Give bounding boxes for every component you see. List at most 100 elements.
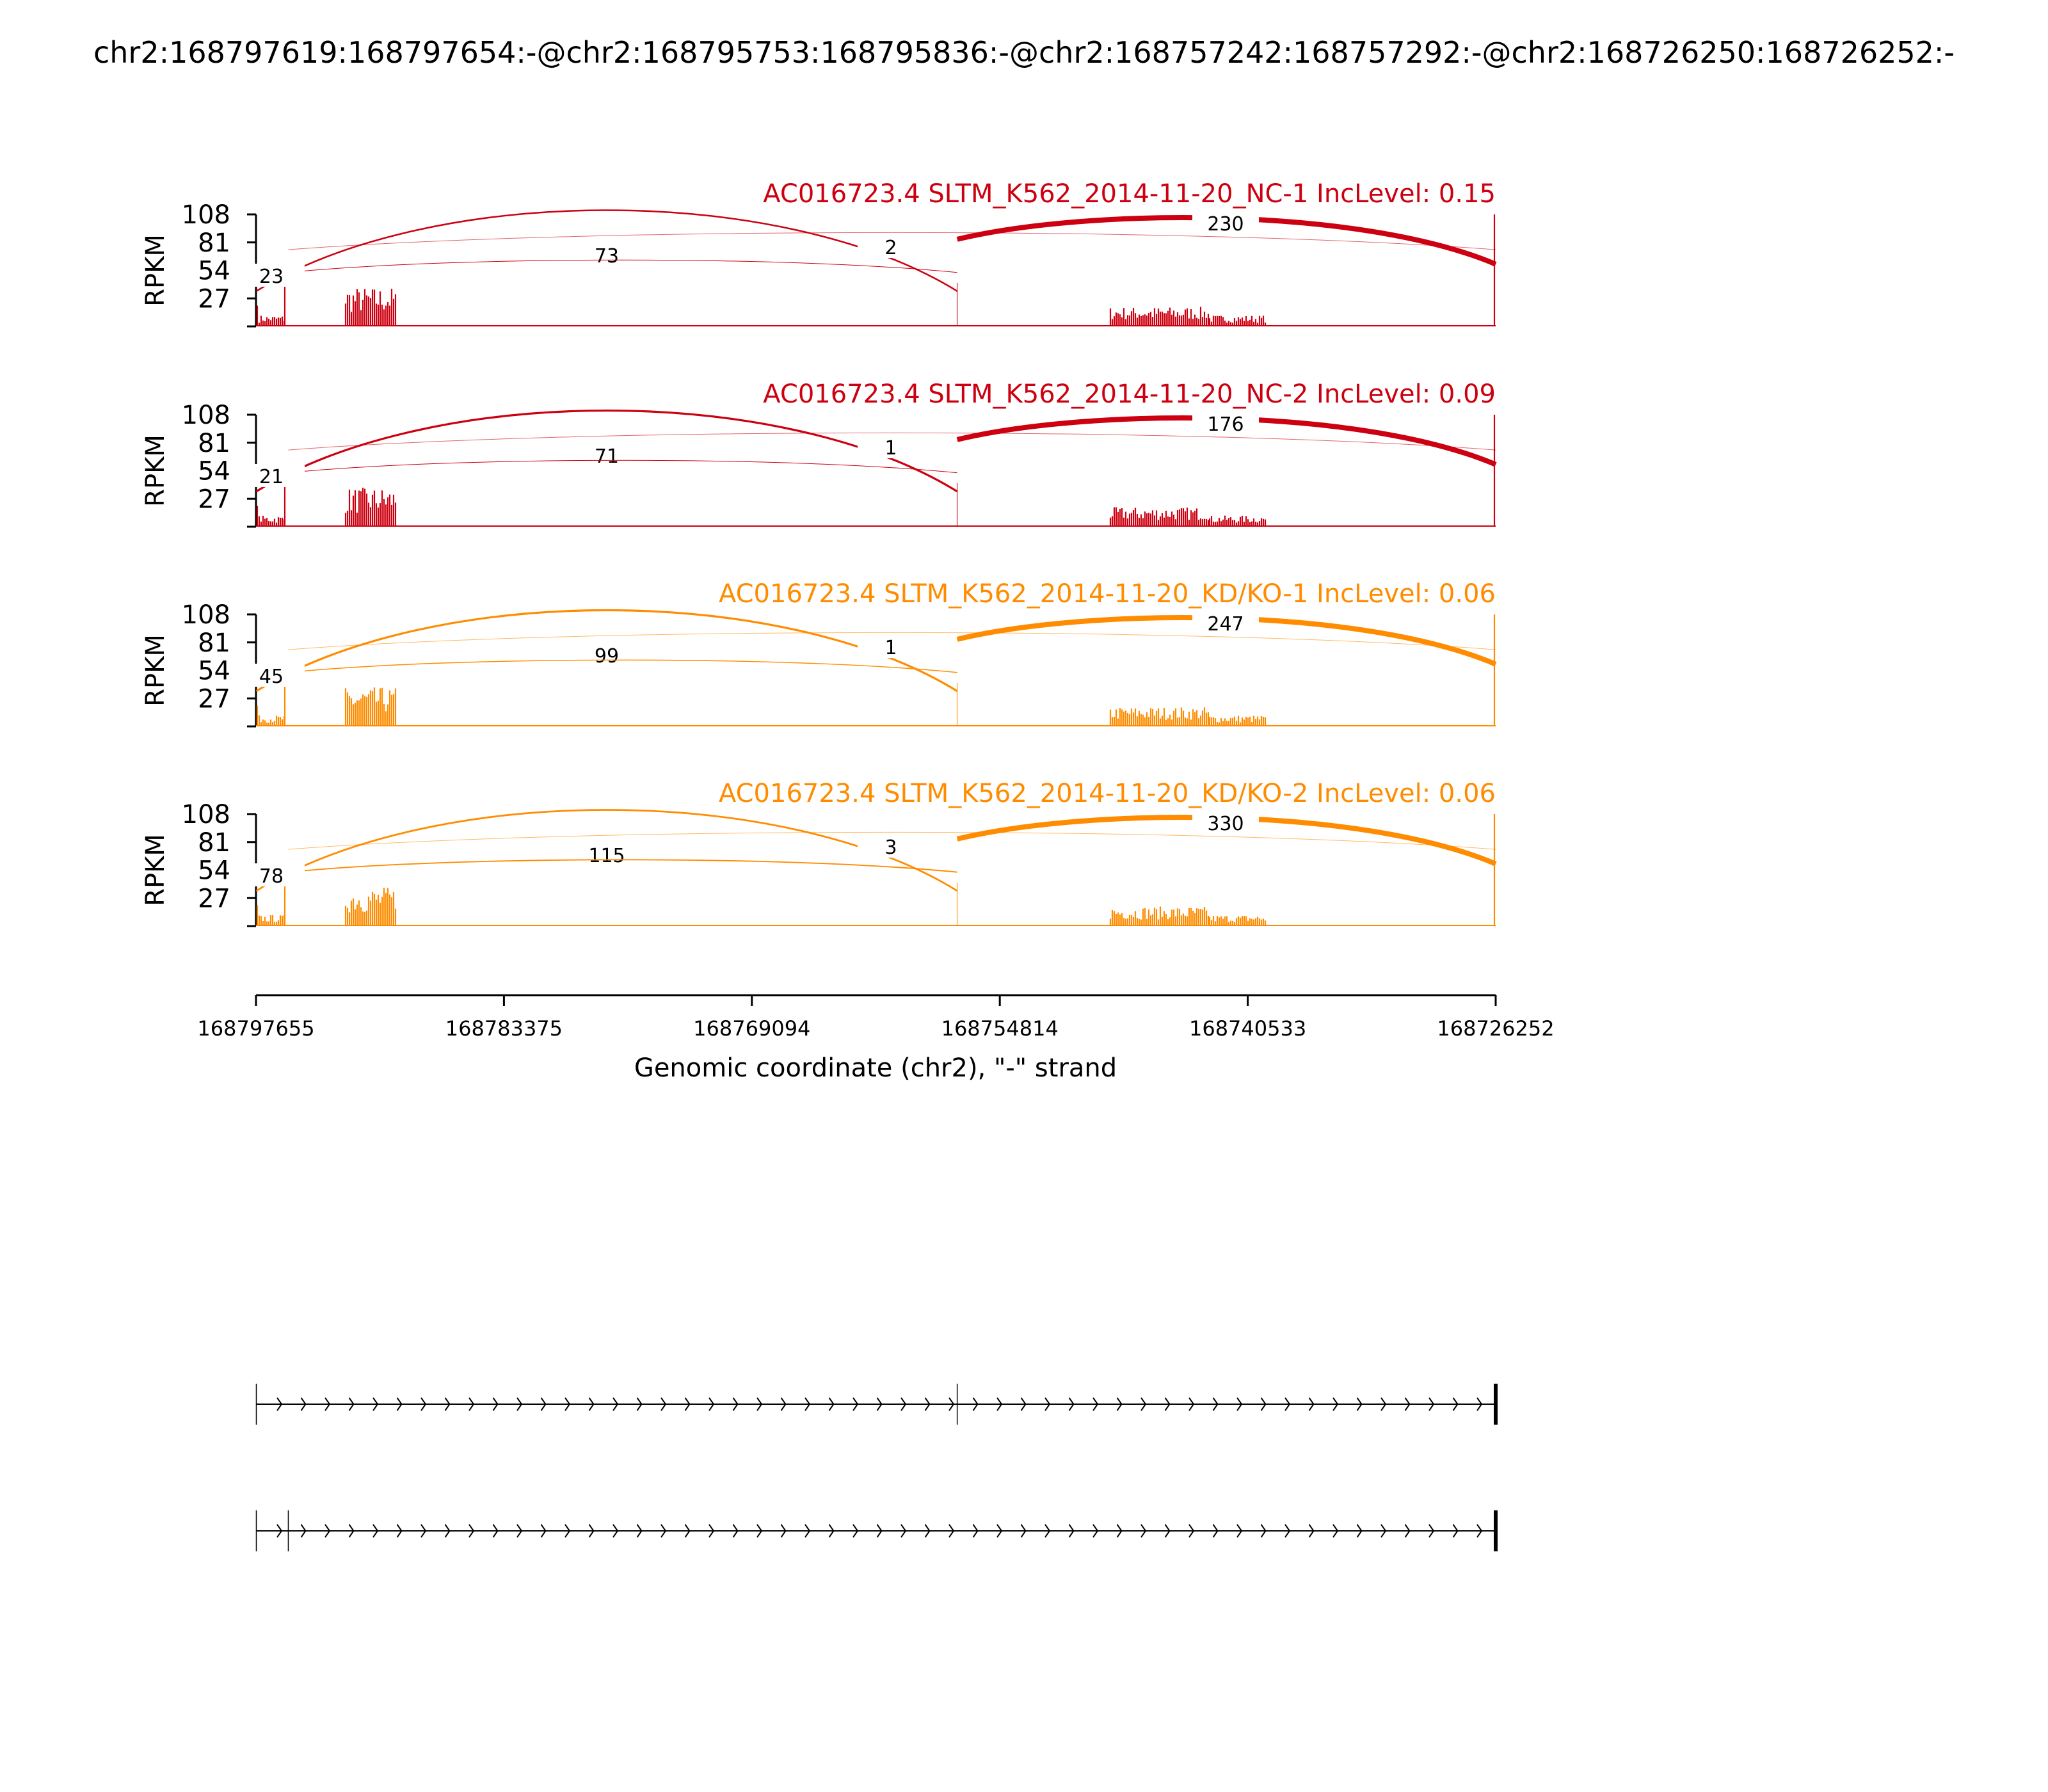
junction-label-bg — [858, 435, 924, 458]
strand-arrow — [468, 1524, 475, 1538]
strand-arrow — [588, 1397, 595, 1411]
strand-arrow — [1116, 1397, 1123, 1411]
strand-arrow — [660, 1397, 667, 1411]
strand-arrow — [588, 1524, 595, 1538]
strand-arrow — [396, 1397, 403, 1411]
strand-arrow — [300, 1397, 307, 1411]
junction-label-bg — [1192, 211, 1259, 234]
strand-arrow — [708, 1524, 715, 1538]
strand-arrow — [516, 1524, 523, 1538]
x-tick-label: 168797655 — [197, 1016, 314, 1041]
x-axis: 168797655 168783375 168769094 168754814 1687… — [197, 994, 1555, 1083]
strand-arrow — [1404, 1397, 1411, 1411]
strand-arrow — [1476, 1524, 1483, 1538]
junction-label: 176 — [1207, 413, 1244, 436]
junction-arc — [288, 659, 957, 673]
junction-arc — [288, 632, 1496, 650]
junction-label: 45 — [259, 666, 284, 688]
strand-arrow — [1284, 1524, 1291, 1538]
strand-arrow — [1212, 1397, 1219, 1411]
strand-arrow — [636, 1397, 643, 1411]
junction-label: 99 — [595, 645, 619, 668]
strand-arrow — [516, 1397, 523, 1411]
junction-label: 23 — [259, 266, 284, 288]
strand-arrow — [1356, 1397, 1363, 1411]
strand-arrow — [1428, 1397, 1435, 1411]
y-axis-label: RPKM — [141, 435, 170, 507]
strand-arrow — [756, 1397, 763, 1411]
strand-arrow — [948, 1397, 955, 1411]
junction-label: 1 — [884, 437, 897, 460]
strand-arrow — [900, 1397, 907, 1411]
strand-arrow — [420, 1524, 427, 1538]
strand-arrow — [276, 1524, 283, 1538]
strand-arrow — [1092, 1524, 1099, 1538]
y-axis-label: RPKM — [141, 634, 170, 707]
junction-label-bg — [573, 843, 640, 866]
strand-arrow — [492, 1524, 499, 1538]
junction-label: 21 — [259, 466, 284, 488]
track-title: AC016723.4 SLTM_K562_2014-11-20_KD/KO-2 … — [719, 779, 1496, 808]
strand-arrow — [924, 1397, 931, 1411]
junction-label: 247 — [1207, 613, 1244, 636]
strand-arrow — [780, 1524, 787, 1538]
strand-arrow — [1188, 1524, 1195, 1538]
strand-arrow — [1428, 1524, 1435, 1538]
strand-arrow — [948, 1524, 955, 1538]
strand-arrow — [1260, 1524, 1267, 1538]
strand-arrow — [1164, 1524, 1171, 1538]
y-tick-label: 108 — [182, 200, 230, 230]
strand-arrow — [828, 1524, 835, 1538]
strand-arrow — [996, 1524, 1003, 1538]
strand-arrow — [1140, 1524, 1147, 1538]
strand-arrow — [1236, 1524, 1243, 1538]
junction-label-bg — [573, 243, 640, 266]
strand-arrow — [1284, 1397, 1291, 1411]
junction-label-bg — [573, 444, 640, 467]
y-tick-label: 108 — [182, 800, 230, 829]
strand-arrow — [564, 1397, 571, 1411]
strand-arrow — [1380, 1397, 1387, 1411]
junction-label: 3 — [884, 836, 897, 859]
junction-label-bg — [238, 664, 305, 687]
junction-label-bg — [858, 635, 924, 658]
strand-arrow — [444, 1524, 451, 1538]
strand-arrow — [492, 1397, 499, 1411]
strand-arrow — [900, 1524, 907, 1538]
strand-arrow — [756, 1524, 763, 1538]
strand-arrow — [324, 1524, 331, 1538]
y-tick-label: 81 — [198, 228, 230, 258]
strand-arrow — [1092, 1397, 1099, 1411]
strand-arrow — [660, 1524, 667, 1538]
junction-arc — [288, 432, 1496, 451]
y-tick-label: 54 — [198, 457, 230, 486]
strand-arrow — [1068, 1397, 1075, 1411]
strand-arrow — [564, 1524, 571, 1538]
strand-arrow — [1212, 1524, 1219, 1538]
y-tick-label: 81 — [198, 429, 230, 458]
strand-arrow — [1140, 1397, 1147, 1411]
junction-arc — [288, 259, 957, 273]
x-tick-label: 168783375 — [445, 1016, 563, 1041]
y-axis-label: RPKM — [141, 834, 170, 906]
junction-label-bg — [1192, 811, 1259, 834]
y-tick-label: 108 — [182, 401, 230, 430]
strand-arrow — [708, 1397, 715, 1411]
strand-arrow — [732, 1524, 739, 1538]
strand-arrow — [684, 1397, 691, 1411]
x-axis-label: Genomic coordinate (chr2), "-" strand — [634, 1053, 1117, 1083]
junction-label: 78 — [259, 865, 284, 888]
track-title: AC016723.4 SLTM_K562_2014-11-20_KD/KO-1 … — [719, 579, 1496, 609]
junction-label-bg — [573, 643, 640, 666]
strand-arrow — [1068, 1524, 1075, 1538]
strand-arrow — [1332, 1397, 1339, 1411]
junction-label-bg — [858, 235, 924, 258]
strand-arrow — [1308, 1397, 1315, 1411]
strand-arrow — [1116, 1524, 1123, 1538]
x-tick-label: 168726252 — [1437, 1016, 1554, 1041]
strand-arrow — [1380, 1524, 1387, 1538]
strand-arrow — [684, 1524, 691, 1538]
